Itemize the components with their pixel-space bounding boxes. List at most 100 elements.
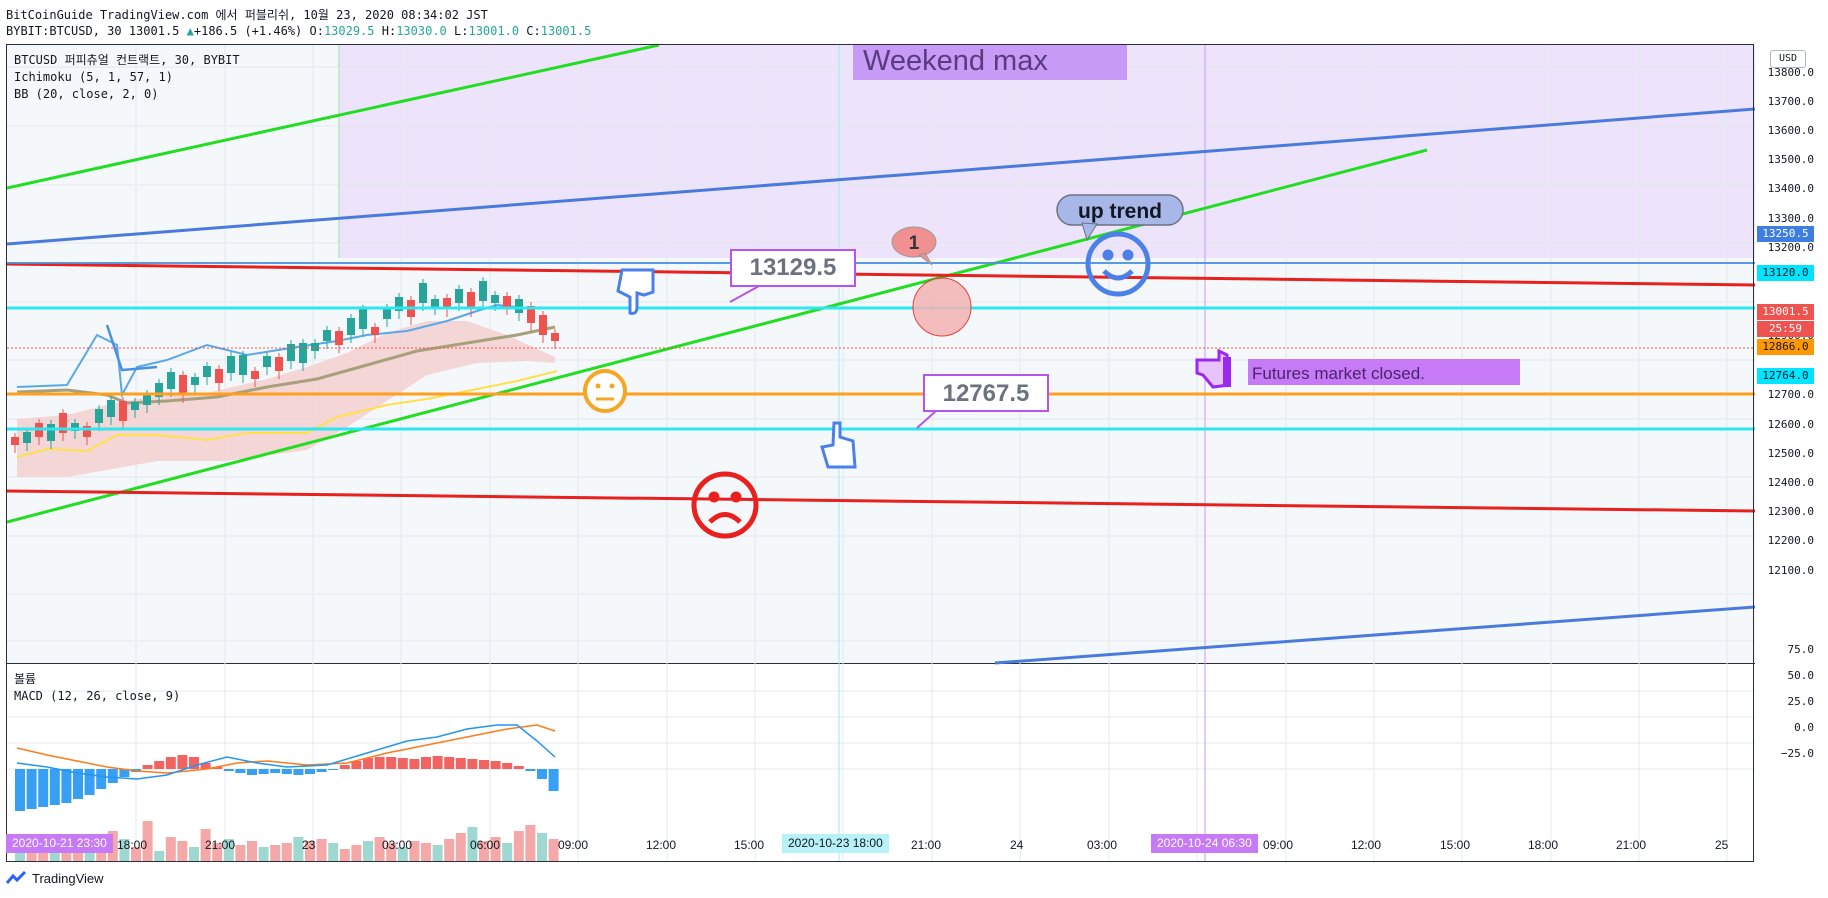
macd-bar <box>548 769 559 791</box>
time-axis-label: 21:00 <box>1616 838 1647 852</box>
legend-macd[interactable]: MACD (12, 26, close, 9) <box>14 689 181 703</box>
neutral-face-icon[interactable] <box>583 369 627 413</box>
volume-bar <box>142 821 153 861</box>
candle-up <box>383 308 391 319</box>
time-axis-label: 12:00 <box>1351 838 1382 852</box>
volume-bar <box>490 837 501 861</box>
volume-bar <box>73 847 83 861</box>
macd-bar <box>15 769 25 811</box>
price-tag: 12866.0 <box>1757 339 1814 355</box>
low-label: L: <box>454 24 469 38</box>
number-bubble-label: 1 <box>909 233 920 254</box>
change-value: +186.5 (+1.46%) <box>193 24 303 38</box>
weekend-max-box[interactable] <box>853 45 1127 80</box>
lower-red-trendline <box>7 489 1755 513</box>
sad-face-icon[interactable] <box>691 471 759 539</box>
macd-bar <box>444 757 455 769</box>
candle-down <box>539 315 547 335</box>
footer-brand[interactable]: TradingView <box>6 870 104 886</box>
candle-down <box>59 413 67 433</box>
ichimoku-lagging-line <box>16 370 558 458</box>
volume-bar <box>479 841 489 861</box>
callout-12767[interactable]: 12767.5 <box>916 374 1049 429</box>
legend-bb[interactable]: BB (20, close, 2, 0) <box>14 87 159 101</box>
price-axis-label: 13400.0 <box>1767 182 1814 195</box>
candle-up <box>71 423 79 431</box>
price-axis[interactable]: USD 13800.0 13700.0 13600.0 13500.0 13400.0 1… <box>1755 44 1828 862</box>
candle-up <box>515 299 523 313</box>
macd-bar <box>455 758 466 769</box>
volume-bar <box>328 843 339 861</box>
macd-bar <box>339 765 350 769</box>
pointing-right-hand-icon[interactable] <box>1195 348 1231 389</box>
pointing-down-hand-icon[interactable] <box>616 268 655 315</box>
volume-bar <box>131 847 141 861</box>
volume-bar <box>107 831 118 861</box>
symbol-label[interactable]: BYBIT:BTCUSD, 30 <box>6 24 122 38</box>
tradingview-logo-icon <box>6 870 27 884</box>
volume-bar <box>223 839 234 861</box>
candle-up <box>299 343 307 363</box>
candle-down <box>215 369 223 383</box>
macd-axis-label: 25.0 <box>1787 695 1815 708</box>
candle-up <box>311 343 319 351</box>
pointing-up-hand-icon[interactable] <box>820 421 857 469</box>
volume-bar <box>293 837 304 861</box>
legend-volume[interactable]: 볼륨 <box>14 672 37 686</box>
time-badge-left: 2020-10-21 23:30 <box>6 834 113 853</box>
candles <box>11 277 559 453</box>
time-badge-right: 2020-10-24 06:30 <box>1151 834 1258 853</box>
volume-bar <box>305 841 315 861</box>
macd-bar <box>235 769 246 773</box>
candle-up <box>455 289 463 303</box>
price-tag: 25:59 <box>1757 321 1814 337</box>
legend-ichimoku[interactable]: Ichimoku (5, 1, 57, 1) <box>14 70 173 84</box>
macd-bar <box>409 759 420 769</box>
volume-bar <box>525 825 536 861</box>
volume-bar <box>316 839 327 861</box>
volume-bar <box>247 841 257 861</box>
macd-bar <box>432 756 443 769</box>
candle-up <box>263 356 271 367</box>
price-tag: 13120.0 <box>1757 265 1814 281</box>
volume-bar <box>258 847 269 861</box>
macd-bar <box>374 757 385 769</box>
macd-bar <box>293 769 304 775</box>
legend-symbol[interactable]: BTCUSD 퍼피츄얼 컨트랙트, 30, BYBIT <box>14 53 240 67</box>
candle-up <box>155 383 163 397</box>
callout-13129-label: 13129.5 <box>750 254 837 281</box>
lower-green-trendline <box>7 148 1428 524</box>
price-axis-label: 13500.0 <box>1767 153 1814 166</box>
macd-bar <box>189 757 199 769</box>
macd-bar <box>479 760 489 769</box>
number-bubble[interactable]: 1 <box>891 226 937 266</box>
candle-up <box>359 309 367 329</box>
candle-down <box>443 298 451 309</box>
candle-down <box>119 401 127 421</box>
price-chart[interactable]: Weekend max 13129.5 12767.5 1 up trend <box>7 45 1755 861</box>
macd-bar <box>84 769 95 795</box>
happy-face-icon[interactable] <box>1085 231 1151 297</box>
currency-badge[interactable]: USD <box>1770 50 1806 68</box>
candle-up <box>239 355 247 375</box>
macd-line <box>16 724 556 780</box>
target-circle[interactable] <box>912 277 972 337</box>
macd-bar <box>49 769 60 805</box>
callout-13129[interactable]: 13129.5 <box>729 249 856 303</box>
macd-bar <box>38 769 49 807</box>
futures-closed-box[interactable] <box>1248 359 1520 385</box>
chart-frame <box>6 44 1754 862</box>
price-tag: 12764.0 <box>1757 368 1814 384</box>
macd-bar <box>96 769 107 789</box>
uptrend-bubble[interactable]: up trend <box>1056 194 1184 242</box>
upper-blue-trendline <box>7 107 1755 246</box>
macd-bar <box>281 769 292 774</box>
price-axis-label: 12300.0 <box>1767 505 1814 518</box>
volume-bar <box>154 851 165 861</box>
macd-bar <box>328 769 339 770</box>
macd-bar <box>397 758 408 769</box>
macd-bar <box>212 767 223 769</box>
candle-up <box>323 330 331 341</box>
volume-bar <box>212 843 223 861</box>
volume-bar <box>200 829 211 861</box>
